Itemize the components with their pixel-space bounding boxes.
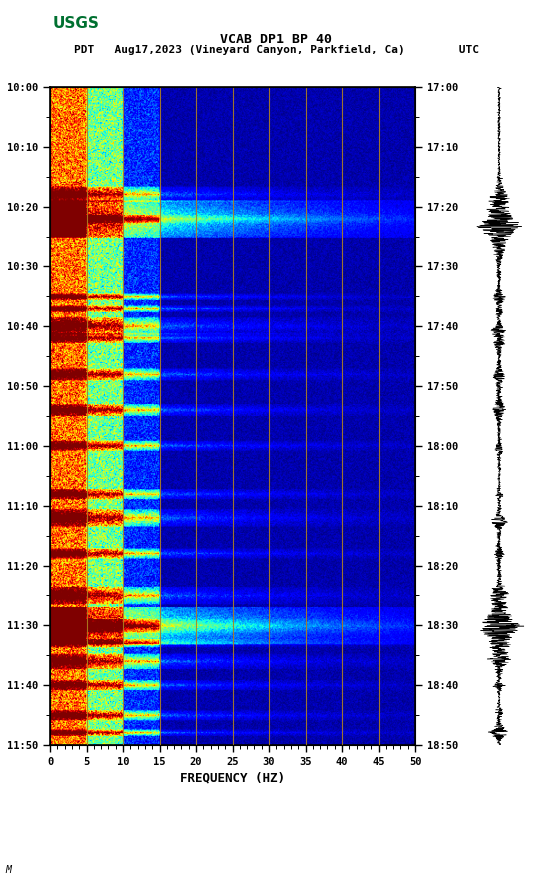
Text: VCAB DP1 BP 40: VCAB DP1 BP 40 <box>220 33 332 46</box>
Polygon shape <box>6 4 47 34</box>
X-axis label: FREQUENCY (HZ): FREQUENCY (HZ) <box>180 771 285 784</box>
Text: M: M <box>6 865 12 875</box>
Text: USGS: USGS <box>52 16 99 30</box>
Text: PDT   Aug17,2023 (Vineyard Canyon, Parkfield, Ca)        UTC: PDT Aug17,2023 (Vineyard Canyon, Parkfie… <box>73 45 479 54</box>
